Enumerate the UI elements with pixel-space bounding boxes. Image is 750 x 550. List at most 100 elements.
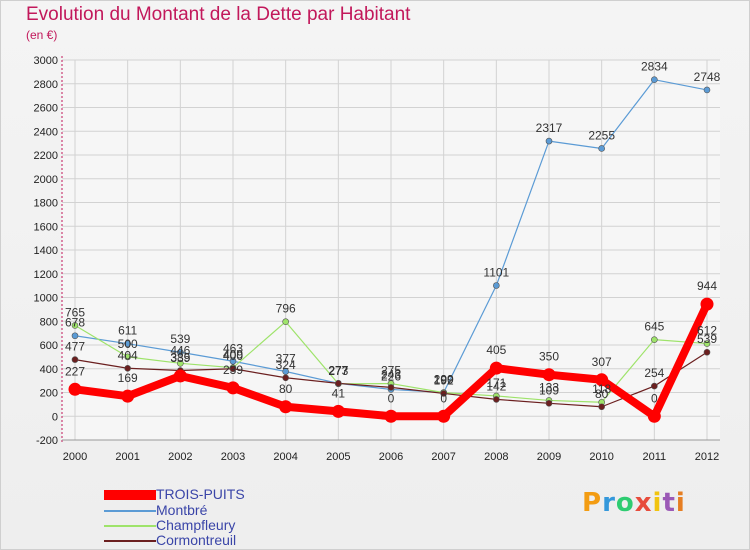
data-label: 0 (388, 391, 395, 405)
data-point (545, 400, 553, 407)
y-tick-label: 2400 (34, 126, 58, 138)
data-point (121, 389, 135, 403)
y-tick-label: 1600 (34, 221, 58, 233)
data-label: 944 (697, 279, 717, 293)
legend-swatch-cormontreuil (104, 540, 156, 542)
x-tick-label: 2007 (431, 451, 455, 463)
data-label: 239 (223, 363, 243, 377)
data-point (226, 381, 240, 395)
data-point (440, 390, 447, 397)
legend-swatch-champfleury (104, 525, 156, 527)
y-tick-label: -200 (36, 435, 58, 447)
data-label: 612 (697, 324, 717, 338)
y-tick-label: 2800 (34, 79, 58, 91)
y-tick-label: 200 (40, 388, 58, 400)
data-point (700, 297, 714, 311)
data-point (71, 332, 79, 340)
data-label: 324 (276, 358, 296, 372)
data-label: 2255 (588, 128, 615, 142)
logo-letter: o (615, 488, 635, 518)
data-label: 446 (170, 343, 190, 357)
chart-title: Evolution du Montant de la Dette par Hab… (26, 4, 411, 25)
logo-letter: x (634, 488, 653, 518)
data-label: 463 (223, 341, 243, 355)
data-label: 169 (118, 371, 138, 385)
y-tick-label: 2600 (34, 103, 58, 115)
data-point (493, 396, 500, 403)
data-label: 409 (223, 348, 243, 362)
data-point (598, 145, 605, 152)
x-tick-label: 2002 (168, 451, 192, 463)
data-label: 377 (276, 351, 296, 365)
logo-letter: P (582, 488, 603, 518)
data-label: 539 (170, 332, 190, 346)
data-label: 41 (332, 386, 346, 400)
data-point (282, 374, 289, 382)
data-label: 645 (644, 320, 664, 334)
data-point (598, 403, 605, 411)
legend-swatch-montbre (104, 510, 156, 512)
data-point (173, 369, 187, 383)
data-point (651, 336, 658, 343)
data-label: 350 (539, 350, 559, 364)
data-label: 254 (644, 366, 664, 380)
data-point (177, 348, 184, 356)
data-point (68, 382, 82, 396)
data-label: 109 (539, 383, 559, 397)
data-point (437, 409, 451, 423)
data-label: 199 (434, 373, 454, 387)
data-point (542, 368, 556, 382)
x-tick-label: 2011 (643, 451, 667, 463)
data-label: 80 (595, 387, 609, 401)
y-tick-label: 1000 (34, 293, 58, 305)
legend-label-trois-puits: TROIS-PUITS (156, 486, 245, 502)
logo-letter: i (652, 488, 663, 518)
x-tick-label: 2008 (484, 451, 508, 463)
data-label: 796 (276, 302, 296, 316)
data-point (651, 382, 658, 390)
x-tick-label: 2001 (115, 451, 139, 463)
data-label: 385 (170, 351, 190, 365)
data-point (124, 340, 131, 347)
data-label: 1101 (483, 266, 509, 280)
y-tick-label: 2000 (34, 174, 58, 186)
data-label: 0 (440, 391, 447, 405)
data-point (493, 282, 500, 289)
data-label: 243 (381, 367, 401, 381)
data-label: 80 (279, 382, 293, 396)
y-tick-label: 1200 (34, 269, 58, 281)
data-label: 277 (328, 363, 348, 377)
data-point (384, 409, 398, 423)
data-label: 192 (434, 373, 454, 387)
data-label: 277 (328, 363, 348, 377)
x-tick-label: 2005 (326, 451, 350, 463)
data-point (279, 400, 293, 414)
logo-letter: r (602, 488, 616, 518)
data-point (703, 340, 711, 347)
data-label: 678 (65, 316, 85, 330)
data-label: 118 (592, 382, 611, 396)
data-label: 2317 (536, 121, 563, 135)
data-point (229, 365, 237, 373)
data-label: 500 (118, 337, 138, 351)
data-point (703, 348, 711, 356)
chart-subtitle: (en €) (26, 28, 58, 42)
data-label: 405 (486, 343, 506, 357)
data-label: 765 (65, 305, 85, 319)
data-point (647, 409, 661, 423)
legend-swatch-trois-puits (104, 490, 156, 500)
data-point (387, 384, 395, 391)
data-label: 171 (486, 376, 506, 390)
data-label: 200 (434, 373, 454, 387)
y-tick-label: 800 (40, 316, 58, 328)
data-point (71, 356, 79, 363)
data-label: 2748 (694, 70, 721, 84)
data-point (489, 361, 503, 375)
data-label: 273 (328, 364, 348, 378)
data-label: 611 (118, 324, 137, 338)
data-label: 226 (381, 369, 401, 383)
data-point (124, 353, 131, 361)
data-label: 275 (381, 364, 401, 378)
data-point (124, 364, 131, 372)
